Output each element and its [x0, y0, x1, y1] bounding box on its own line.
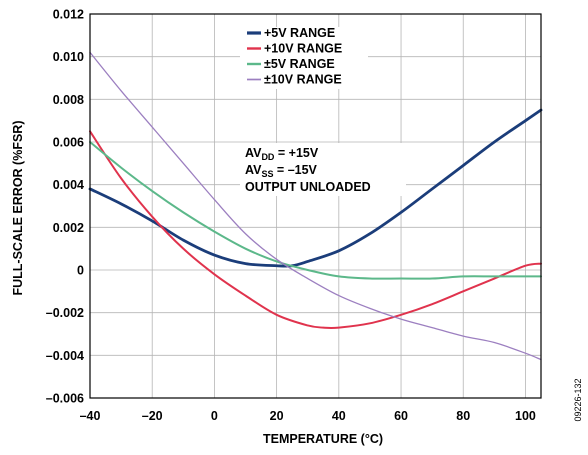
y-tick-label: –0.006 — [46, 392, 84, 406]
annotation-avss: AVSS = –15V — [245, 163, 318, 179]
x-tick-label: 0 — [211, 409, 218, 423]
y-tick-label: 0.002 — [53, 221, 84, 235]
x-tick-label: 60 — [394, 409, 408, 423]
series-layer — [88, 51, 543, 361]
series-line-2 — [89, 130, 542, 330]
x-tick-label: 40 — [332, 409, 346, 423]
annotation: AVDD = +15V AVSS = –15V OUTPUT UNLOADED — [245, 146, 371, 194]
x-axis-label: TEMPERATURE (°C) — [263, 432, 383, 446]
legend-entry: ±5V RANGE — [264, 57, 335, 71]
y-tick-label: 0.012 — [53, 8, 84, 22]
x-tick-label: 20 — [270, 409, 284, 423]
legend-background — [240, 27, 368, 89]
series-line-4 — [89, 51, 542, 361]
figure-id: 09226-132 — [573, 378, 583, 421]
y-tick-label: 0 — [77, 264, 84, 278]
legend-box-layer — [240, 27, 406, 196]
y-axis-label: FULL-SCALE ERROR (%FSR) — [11, 121, 25, 296]
x-tick-label: 100 — [515, 409, 536, 423]
plot-frame — [89, 13, 542, 399]
y-tick-label: –0.002 — [46, 306, 84, 320]
legend-entry: +5V RANGE — [264, 26, 335, 40]
series-line-1 — [88, 108, 543, 268]
annotation-output-unloaded: OUTPUT UNLOADED — [245, 180, 371, 194]
y-tick-label: 0.008 — [53, 93, 84, 107]
y-tick-label: 0.006 — [53, 136, 84, 150]
legend-entry: +10V RANGE — [264, 42, 342, 56]
y-tick-label: 0.010 — [53, 50, 84, 64]
series-line-3 — [89, 141, 542, 280]
legend-entry: ±10V RANGE — [264, 73, 342, 87]
annotation-avdd: AVDD = +15V — [245, 146, 319, 162]
y-tick-label: –0.004 — [46, 349, 84, 363]
legend: +5V RANGE +10V RANGE±5V RANGE ±10V RANGE — [247, 26, 342, 87]
x-tick-label: –20 — [142, 409, 163, 423]
y-tick-label: 0.004 — [53, 178, 84, 192]
annotation-background — [240, 143, 406, 196]
x-tick-label: 80 — [456, 409, 470, 423]
x-tick-label: –40 — [80, 409, 101, 423]
tick-labels: –40 –20 0 20 40 60 80 100 –0.006 –0.004 –0.002 0 0.0… — [46, 8, 536, 424]
